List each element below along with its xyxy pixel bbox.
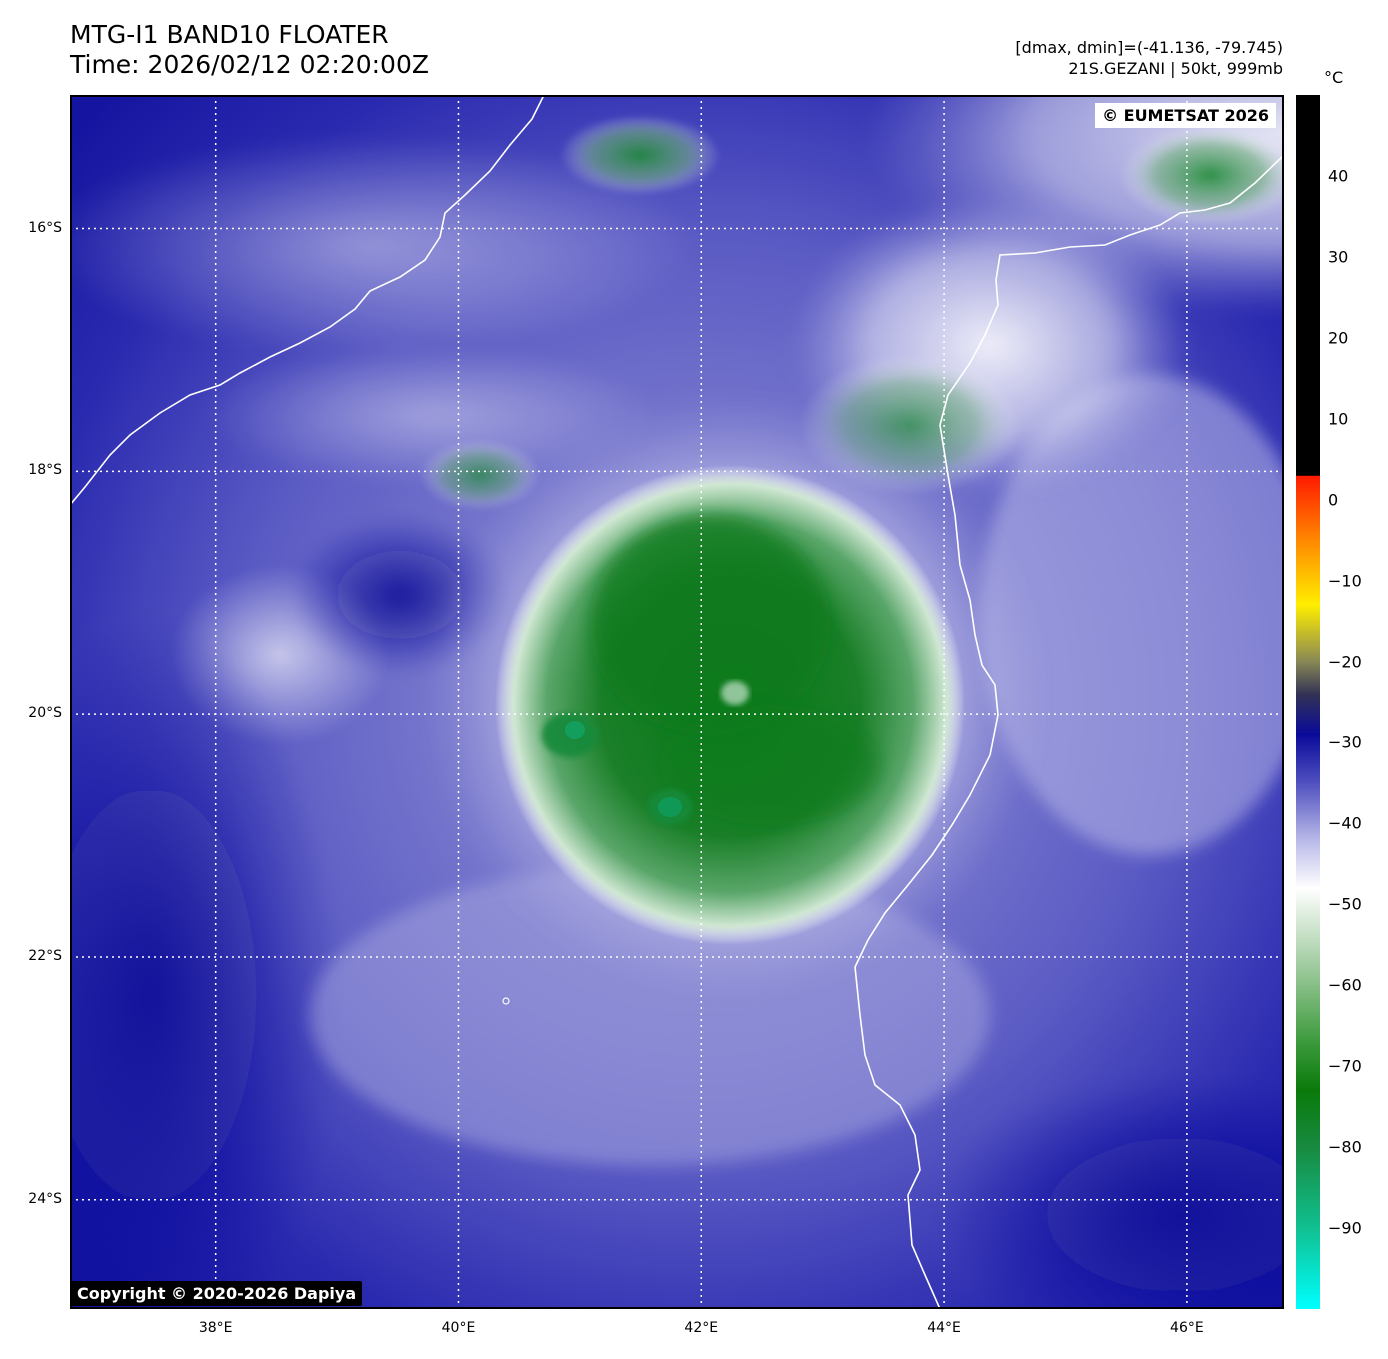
coastline-madagascar — [854, 154, 1284, 1309]
title-time: Time: 2026/02/12 02:20:00Z — [70, 50, 429, 79]
colorbar-tick: −10 — [1328, 571, 1362, 591]
eumetsat-credit: © EUMETSAT 2026 — [1095, 103, 1276, 128]
lat-tick-label: 22°S — [28, 947, 62, 964]
data-range-label: [dmax, dmin]=(-41.136, -79.745) — [1015, 38, 1283, 57]
figure-title: MTG-I1 BAND10 FLOATER Time: 2026/02/12 0… — [70, 20, 429, 80]
europa-island — [502, 997, 510, 1005]
coastline-africa — [70, 95, 545, 506]
satellite-imagery — [70, 95, 1284, 1309]
lon-tick-label: 40°E — [441, 1320, 476, 1336]
colorbar-tick: −90 — [1328, 1218, 1362, 1238]
colorbar-tick: 10 — [1328, 409, 1349, 429]
colorbar-tick: 20 — [1328, 328, 1349, 348]
colorbar-tick: −50 — [1328, 894, 1362, 914]
colorbar-tick: 30 — [1328, 247, 1349, 267]
lon-tick-label: 44°E — [927, 1320, 961, 1336]
lat-tick-label: 18°S — [28, 462, 62, 479]
colorbar-tick: −40 — [1328, 813, 1362, 833]
colorbar-tick: −60 — [1328, 975, 1362, 995]
lat-tick-label: 16°S — [28, 219, 62, 236]
map-border — [70, 95, 1284, 1309]
colorbar-tick: −20 — [1328, 652, 1362, 672]
colorbar-tick: 40 — [1328, 166, 1349, 186]
colorbar-tick: −30 — [1328, 732, 1362, 752]
lat-tick-label: 24°S — [28, 1190, 62, 1207]
storm-label: 21S.GEZANI | 50kt, 999mb — [1068, 59, 1283, 78]
storm-info: [dmax, dmin]=(-41.136, -79.745) 21S.GEZA… — [1015, 37, 1283, 79]
colorbar-tick: −80 — [1328, 1137, 1362, 1157]
lon-tick-label: 38°E — [198, 1320, 233, 1336]
temperature-colorbar — [1296, 95, 1320, 1309]
lon-tick-label: 42°E — [684, 1320, 719, 1336]
colorbar-tick: −70 — [1328, 1056, 1362, 1076]
colorbar-tick: 0 — [1328, 490, 1339, 510]
colorbar-unit: °C — [1324, 68, 1344, 87]
dapiya-copyright: Copyright © 2020-2026 Dapiya — [71, 1281, 363, 1306]
lat-tick-label: 20°S — [28, 705, 62, 722]
title-product: MTG-I1 BAND10 FLOATER — [70, 20, 389, 49]
lon-tick-label: 46°E — [1170, 1320, 1204, 1336]
lat-lon-grid — [70, 95, 1284, 1309]
satellite-map[interactable] — [70, 95, 1284, 1309]
